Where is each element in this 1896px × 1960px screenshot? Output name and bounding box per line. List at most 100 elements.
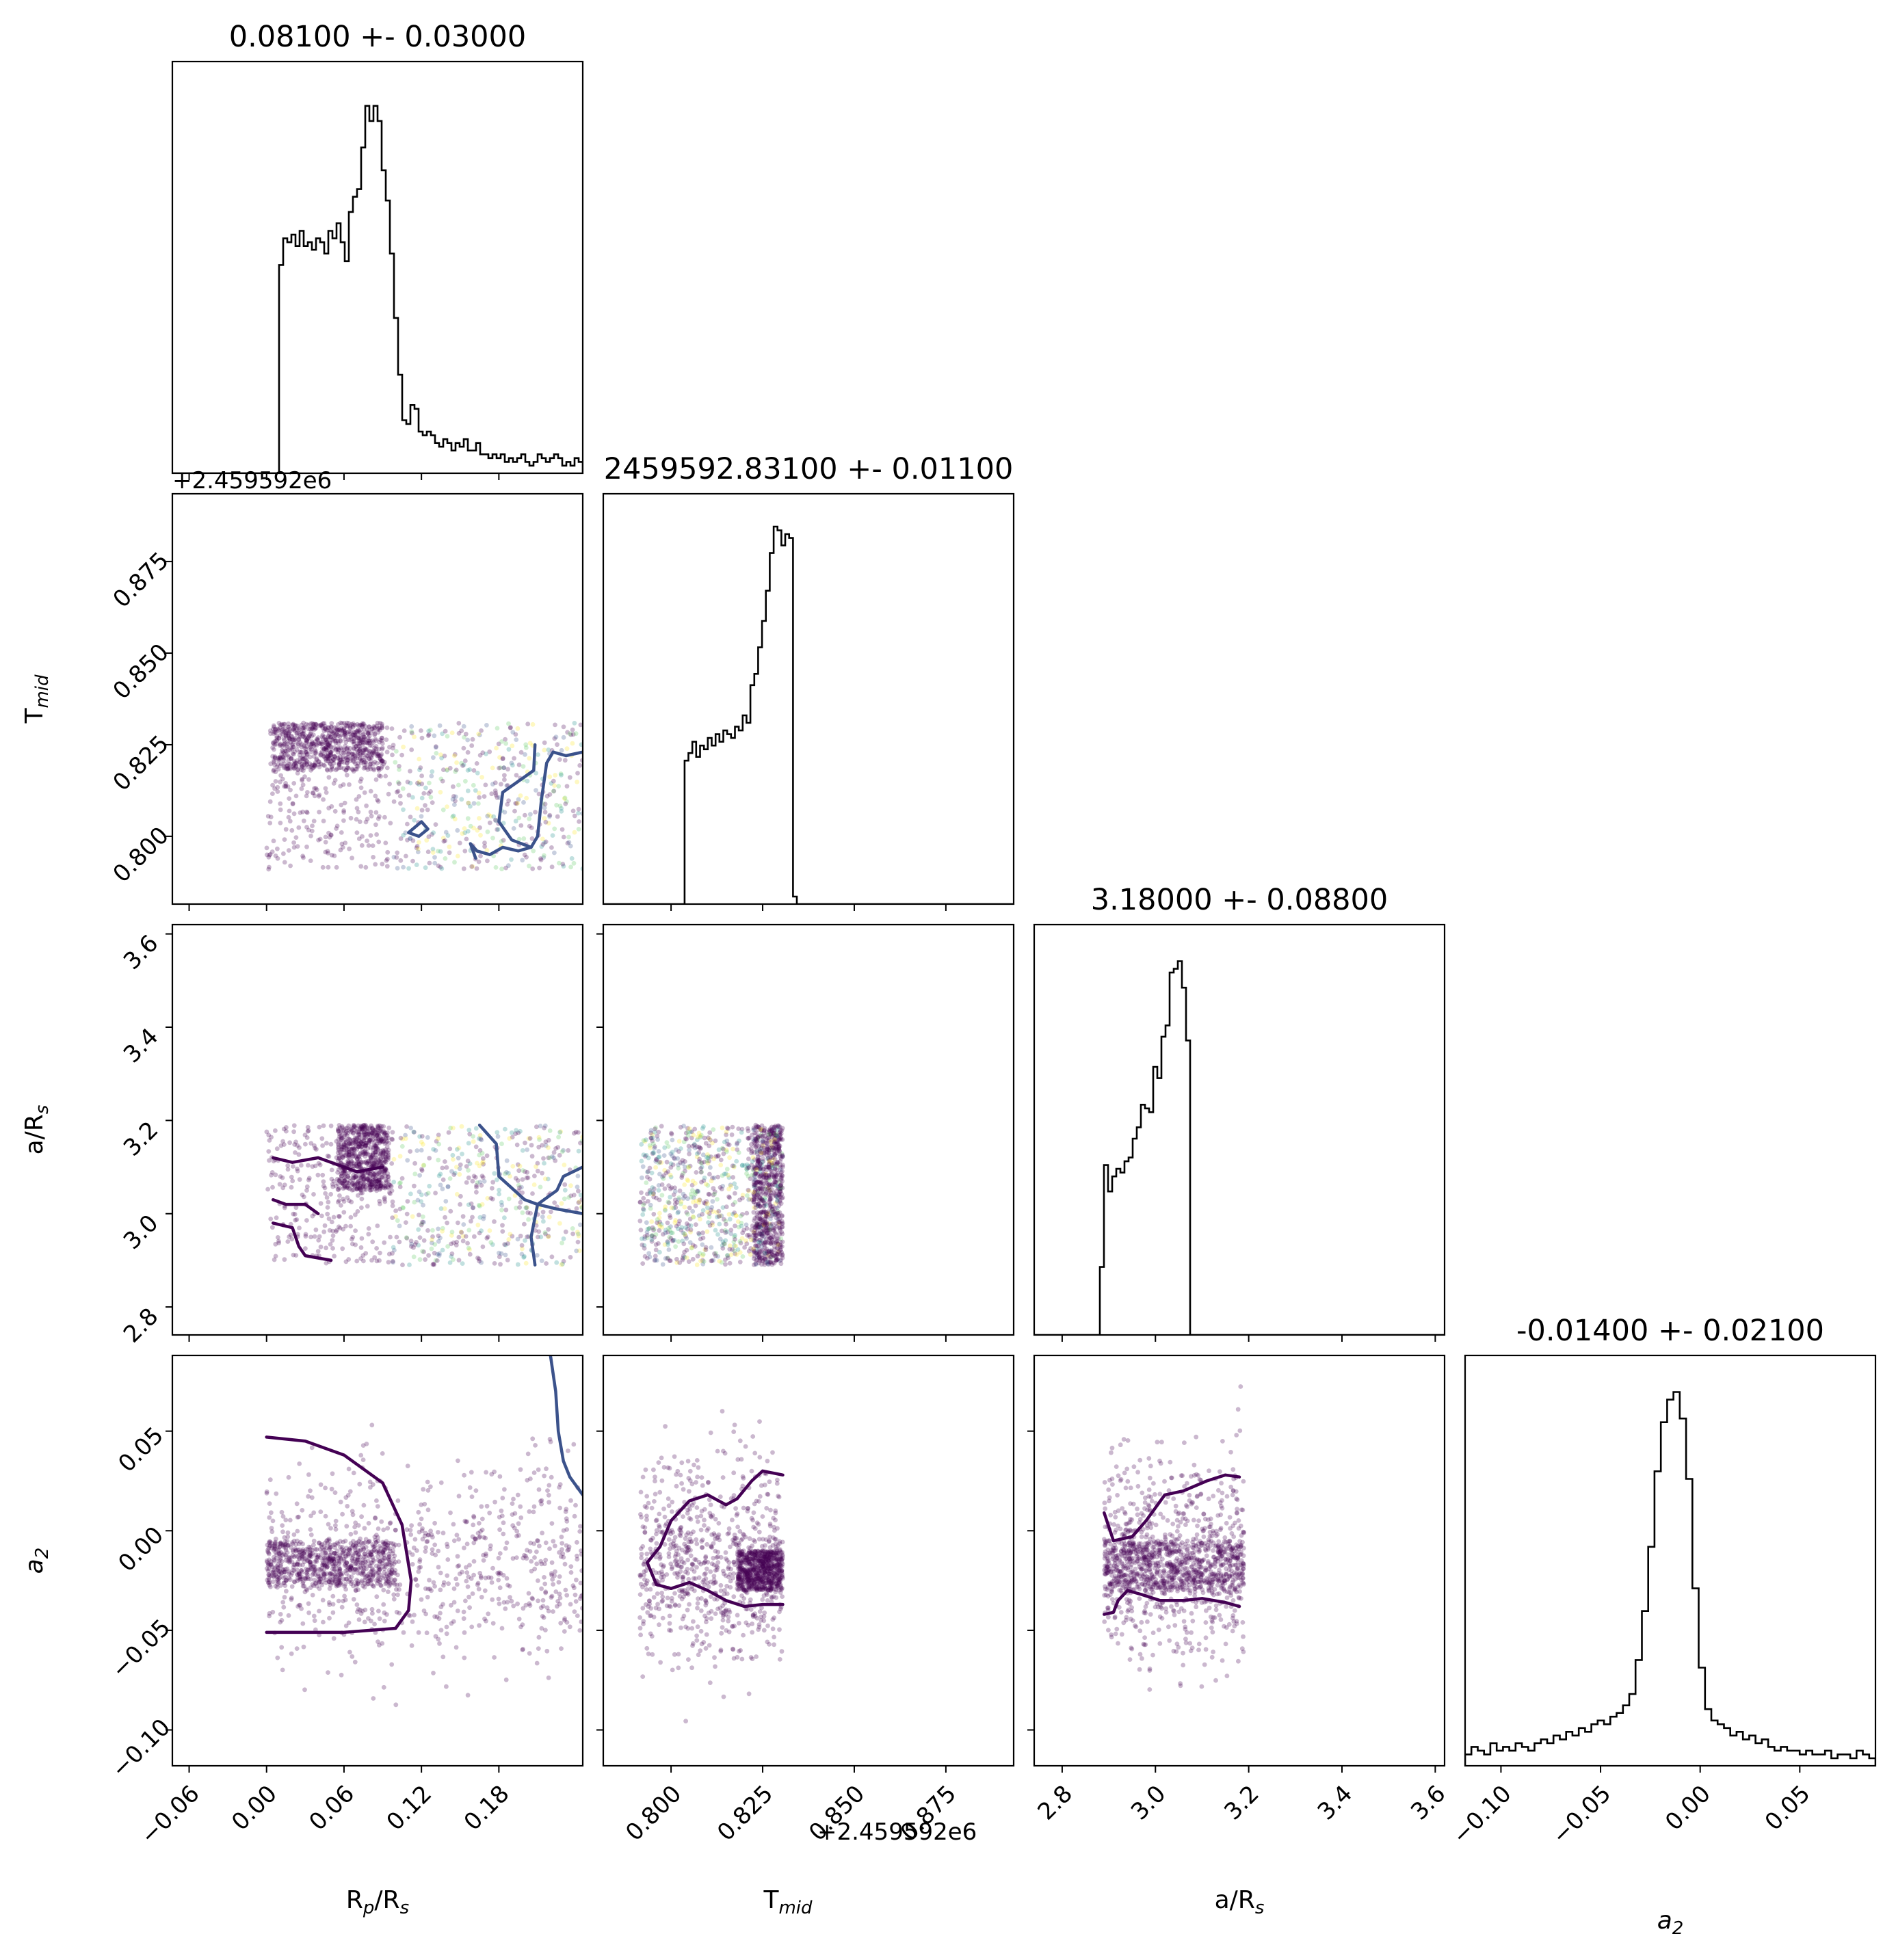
scatter-point (477, 1204, 482, 1208)
scatter-panel-ars-vs-rp (264, 1122, 583, 1267)
scatter-point (639, 1158, 644, 1164)
scatter-point (357, 1156, 363, 1162)
scatter-point (523, 1169, 527, 1174)
scatter-point (304, 1218, 309, 1223)
scatter-point (338, 745, 343, 750)
scatter-point (520, 1190, 525, 1195)
scatter-point (467, 1161, 473, 1166)
scatter-point (346, 1257, 352, 1262)
scatter-point (443, 1215, 447, 1220)
scatter-point (327, 760, 332, 766)
scatter-point (348, 1161, 353, 1166)
scatter-point (709, 1258, 714, 1264)
scatter-point (285, 1530, 291, 1535)
scatter-point (576, 1200, 581, 1205)
scatter-point (679, 1146, 683, 1151)
scatter-point (479, 1161, 485, 1166)
scatter-point (300, 776, 305, 782)
scatter-point (280, 754, 285, 760)
scatter-point (373, 1178, 378, 1184)
scatter-point (350, 1141, 355, 1146)
scatter-point (732, 1210, 737, 1215)
scatter-point (308, 1141, 314, 1146)
scatter-point (335, 738, 341, 743)
scatter-point (427, 860, 432, 866)
scatter-point (564, 1619, 570, 1625)
scatter-point (341, 810, 346, 815)
scatter-point (322, 763, 327, 768)
scatter-point (461, 866, 466, 871)
scatter-point (291, 744, 296, 750)
scatter-point (663, 1208, 668, 1213)
scatter-point (380, 862, 385, 866)
scatter-point (676, 1139, 682, 1144)
scatter-point (290, 1178, 295, 1184)
scatter-point (350, 1146, 355, 1152)
scatter-point (286, 724, 291, 730)
scatter-point (461, 1616, 466, 1621)
scatter-point (698, 1236, 703, 1242)
scatter-point (287, 737, 293, 742)
scatter-point (358, 1183, 363, 1189)
scatter-point (333, 747, 339, 752)
scatter-point (437, 1251, 442, 1256)
scatter-point (322, 1185, 328, 1191)
scatter-point (759, 1248, 765, 1254)
scatter-point (412, 1537, 418, 1542)
scatter-point (318, 752, 323, 758)
scatter-point (309, 739, 315, 744)
scatter-point (371, 1172, 377, 1177)
scatter-point (477, 1148, 483, 1153)
scatter-point (756, 1158, 761, 1163)
scatter-point (272, 729, 277, 734)
scatter-point (410, 1619, 415, 1624)
scatter-point (769, 1148, 775, 1153)
scatter-point (352, 730, 358, 735)
scatter-point (531, 1182, 537, 1187)
scatter-point (719, 1187, 724, 1192)
scatter-point (733, 1243, 739, 1249)
scatter-point (287, 747, 293, 753)
scatter-point (755, 1171, 761, 1177)
scatter-point (346, 1146, 352, 1151)
scatter-point (373, 737, 378, 742)
scatter-point (377, 1187, 382, 1192)
scatter-point (335, 1200, 341, 1205)
scatter-point (345, 757, 350, 763)
scatter-point (294, 731, 300, 737)
scatter-point (467, 1247, 472, 1252)
scatter-point (465, 816, 471, 821)
scatter-point (759, 1232, 765, 1237)
scatter-point (770, 1260, 776, 1265)
scatter-point (774, 1183, 779, 1189)
scatter-point (280, 1185, 286, 1191)
scatter-point (332, 733, 338, 738)
scatter-point (367, 1183, 373, 1188)
scatter-point (755, 1179, 761, 1184)
scatter-point (351, 1597, 356, 1602)
scatter-point (370, 1163, 376, 1168)
scatter-point (366, 1141, 371, 1146)
scatter-point (546, 1234, 551, 1239)
scatter-point (766, 1262, 772, 1267)
scatter-point (730, 1175, 735, 1180)
scatter-point (490, 1186, 495, 1191)
scatter-point (293, 724, 298, 728)
scatter-point (445, 1220, 449, 1226)
scatter-point (354, 1163, 358, 1168)
scatter-point (377, 1130, 382, 1135)
scatter-point (340, 1545, 345, 1550)
scatter-point (367, 1170, 372, 1176)
scatter-point (278, 755, 284, 760)
scatter-point (369, 1130, 375, 1136)
scatter-point (340, 1181, 345, 1187)
scatter-point (329, 1176, 334, 1182)
scatter-point (300, 734, 306, 739)
scatter-point (367, 1179, 372, 1184)
scatter-point (341, 1170, 347, 1176)
scatter-point (737, 1239, 743, 1244)
scatter-point (766, 1148, 772, 1153)
scatter-point (715, 1232, 720, 1237)
scatter-point (344, 746, 349, 751)
scatter-point (487, 820, 492, 825)
